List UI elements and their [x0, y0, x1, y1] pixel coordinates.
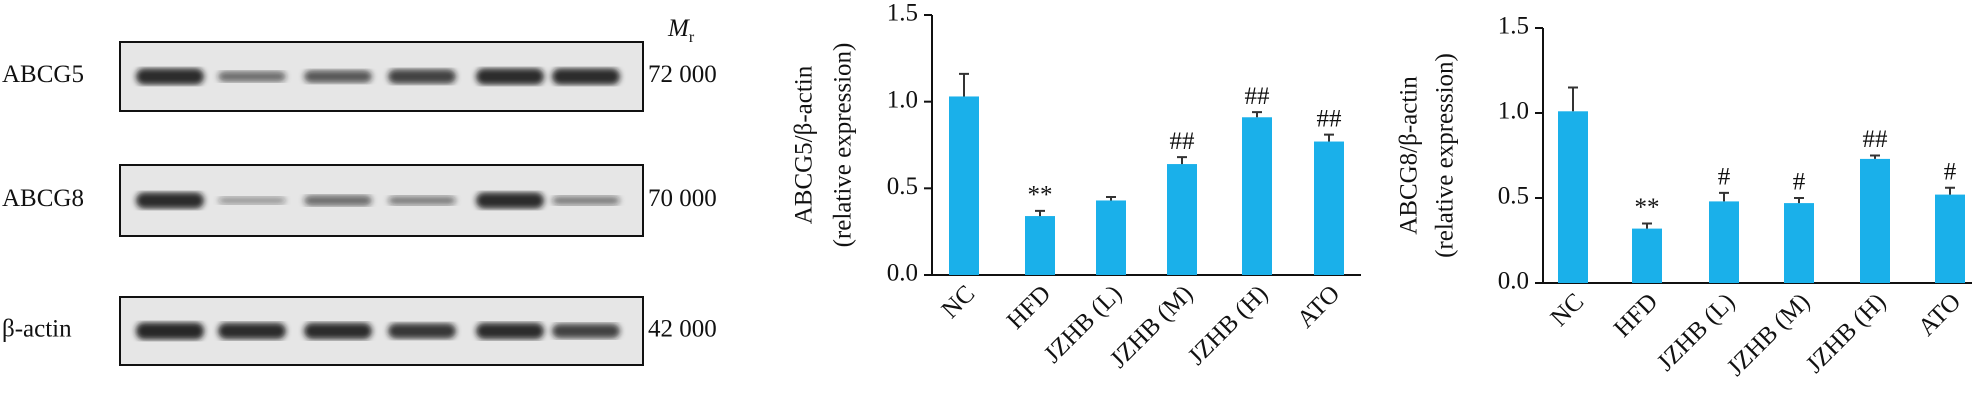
annotation: #: [1944, 159, 1957, 186]
y-tick-label: 1.0: [1498, 98, 1529, 125]
y-tick-label: 0.5: [887, 173, 918, 200]
bar: [1314, 141, 1344, 275]
row-label: β-actin: [2, 316, 72, 343]
x-tick-label: NC: [937, 280, 981, 324]
bar: [1784, 203, 1814, 283]
y-axis-label: ABCG8/β-actin: [1396, 76, 1423, 235]
x-tick-label: HFD: [1002, 280, 1056, 334]
mw-label: 42 000: [648, 316, 717, 343]
x-tick-label: ATO: [1292, 280, 1345, 333]
annotation: #: [1793, 169, 1806, 196]
y-tick-label: 1.0: [887, 86, 918, 113]
y-axis-label: (relative expression): [1432, 53, 1459, 258]
error-bar: [1945, 186, 1955, 195]
annotation: ##: [1317, 105, 1343, 132]
band: [136, 192, 204, 209]
error-bar: [1252, 111, 1262, 118]
y-axis-label: ABCG5/β-actin: [791, 65, 818, 224]
bar: [1096, 200, 1126, 275]
x-tick-label: NC: [1546, 288, 1590, 332]
band: [218, 322, 286, 340]
y-tick-label: 0.0: [1498, 268, 1529, 295]
band: [388, 196, 456, 205]
band: [304, 70, 372, 83]
error-bar: [1568, 86, 1578, 112]
band: [388, 323, 456, 339]
bar: [1935, 194, 1965, 283]
bar: [1558, 111, 1588, 283]
bar: [1242, 117, 1272, 276]
error-bar: [1106, 196, 1116, 201]
bar: [1025, 216, 1055, 275]
bar: [1632, 228, 1662, 283]
error-bar: [959, 72, 969, 97]
error-bar: [1719, 191, 1729, 202]
y-tick-label: 0.5: [1498, 183, 1529, 210]
band: [304, 195, 372, 206]
error-bar: [1794, 197, 1804, 204]
error-bar: [1870, 154, 1880, 159]
annotation: ##: [1863, 126, 1889, 153]
row-label: ABCG8: [2, 185, 84, 212]
band: [476, 322, 544, 340]
x-tick-label: JZHB (H): [1801, 288, 1891, 378]
bar: [1860, 158, 1890, 283]
mr-label: Mr: [667, 15, 695, 46]
bar: [949, 96, 979, 275]
band: [304, 322, 372, 340]
y-tick-label: 1.5: [1498, 13, 1529, 40]
bar: [1709, 201, 1739, 283]
band: [388, 69, 456, 84]
annotation: ##: [1245, 83, 1271, 110]
x-tick-label: ATO: [1913, 288, 1966, 341]
band: [552, 323, 620, 339]
band: [552, 68, 620, 85]
error-bar: [1324, 133, 1334, 142]
annotation: **: [1028, 182, 1053, 209]
y-tick-label: 1.5: [887, 0, 918, 27]
annotation: ##: [1170, 128, 1196, 155]
y-axis-label: (relative expression): [830, 43, 857, 248]
band: [136, 322, 204, 340]
mw-label: 70 000: [648, 185, 717, 212]
mw-label: 72 000: [648, 61, 717, 88]
x-tick-label: JZHB (M): [1722, 288, 1815, 381]
x-tick-label: JZHB (H): [1183, 280, 1273, 370]
band: [218, 71, 286, 82]
error-bar: [1177, 156, 1187, 165]
band: [218, 196, 286, 205]
error-bar: [1035, 209, 1045, 217]
bar: [1167, 164, 1197, 275]
annotation: **: [1635, 194, 1660, 221]
x-tick-label: HFD: [1609, 288, 1663, 342]
band: [476, 68, 544, 85]
band: [476, 192, 544, 209]
band: [552, 196, 620, 205]
annotation: #: [1718, 164, 1731, 191]
error-bar: [1642, 222, 1652, 229]
row-label: ABCG5: [2, 61, 84, 88]
band: [136, 68, 204, 85]
y-tick-label: 0.0: [887, 260, 918, 287]
